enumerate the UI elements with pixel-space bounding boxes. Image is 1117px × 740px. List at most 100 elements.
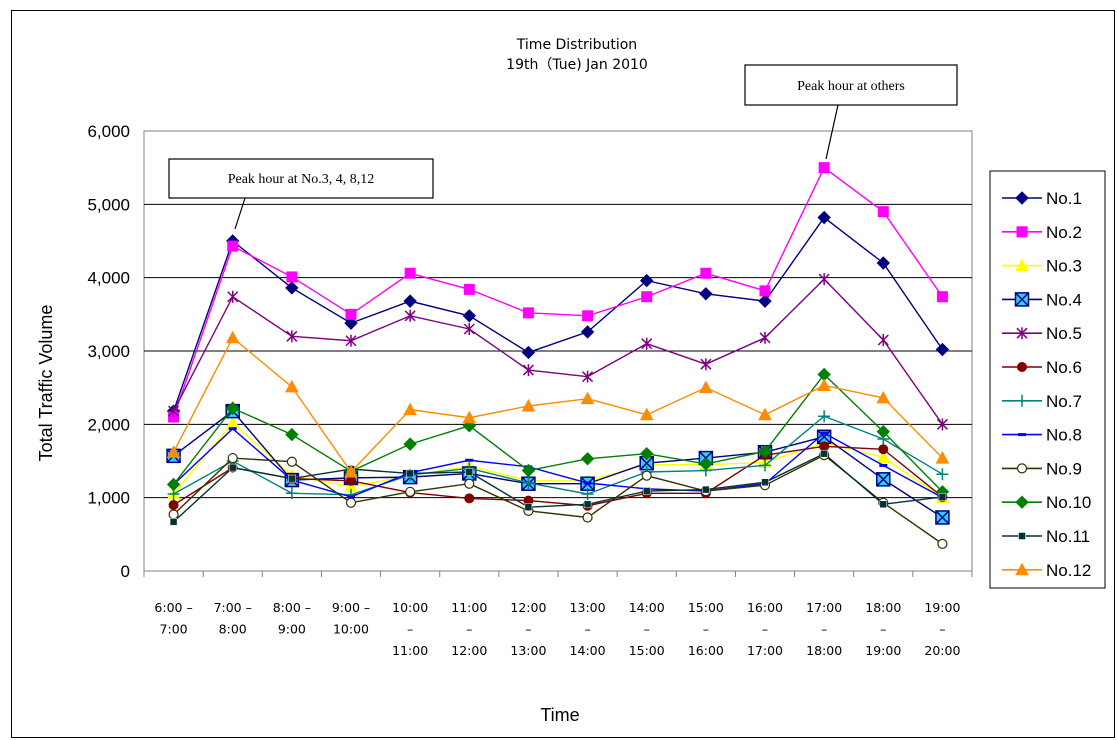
x-tick-label: 18:00 xyxy=(806,643,842,658)
x-tick-label: 7:00 – xyxy=(214,600,252,615)
data-point-marker xyxy=(820,449,828,458)
series-line xyxy=(173,427,943,499)
x-tick-label: – xyxy=(821,622,827,637)
x-tick-label: 18:00 xyxy=(865,600,901,615)
data-point-marker xyxy=(286,330,298,343)
x-axis-title: Time xyxy=(540,705,579,725)
x-tick-label: 11:00 xyxy=(392,643,428,658)
data-point-marker xyxy=(166,477,181,492)
data-point-marker xyxy=(404,267,416,279)
data-point-marker xyxy=(227,240,239,252)
data-point-marker xyxy=(225,330,240,344)
series-line xyxy=(173,373,943,493)
x-tick-label: 13:00 xyxy=(510,643,546,658)
data-point-marker xyxy=(879,463,888,467)
data-point-marker xyxy=(345,497,357,508)
data-point-marker xyxy=(936,468,949,481)
data-point-marker xyxy=(403,402,417,416)
x-tick-label: 12:00 xyxy=(510,600,546,615)
data-point-marker xyxy=(818,273,830,286)
data-point-marker xyxy=(580,391,595,405)
y-tick-label: 1,000 xyxy=(87,489,130,508)
data-point-marker xyxy=(583,500,592,509)
data-point-marker xyxy=(937,538,948,549)
legend-item: No.4 xyxy=(1002,290,1082,309)
series-line xyxy=(172,166,944,418)
data-point-marker xyxy=(227,452,238,464)
data-point-marker xyxy=(935,342,950,357)
x-tick-label: 19:00 xyxy=(924,600,960,615)
data-point-marker xyxy=(819,441,830,452)
legend-item: No.5 xyxy=(1002,324,1082,343)
annotation-peak-late-box xyxy=(744,64,958,106)
data-point-marker xyxy=(463,323,475,335)
data-point-marker xyxy=(641,337,653,350)
annotation-peak-early-text: Peak hour at No.3, 4, 8,12 xyxy=(228,172,375,187)
annotation-peak-early-box xyxy=(168,158,434,199)
annotation-peak-late: Peak hour at others xyxy=(744,64,958,160)
series-layer xyxy=(166,162,950,549)
legend-box xyxy=(989,170,1106,589)
data-point-marker xyxy=(817,378,831,391)
legend-item: No.10 xyxy=(1002,493,1091,512)
data-point-marker xyxy=(580,452,595,466)
y-tick-label: 4,000 xyxy=(87,269,130,288)
x-tick-label: – xyxy=(407,622,413,637)
x-tick-label: – xyxy=(466,622,472,637)
series-no12 xyxy=(166,330,950,478)
x-tick-label: 19:00 xyxy=(865,643,901,658)
legend-label: No.6 xyxy=(1046,358,1082,377)
data-point-marker xyxy=(344,316,358,330)
data-point-marker xyxy=(640,273,654,288)
data-point-marker xyxy=(521,398,536,412)
x-axis-ticks: 6:00 – 7:00 7:00 – 8:00 8:00 – 9:00 9:00 – 10:0… xyxy=(143,571,973,658)
x-tick-label: 8:00 xyxy=(219,622,247,637)
data-point-marker xyxy=(1016,394,1028,407)
y-tick-label: 6,000 xyxy=(87,122,130,141)
legend-label: No.12 xyxy=(1046,561,1091,580)
data-point-marker xyxy=(1016,327,1028,340)
gridlines xyxy=(144,203,972,499)
x-tick-label: 14:00 xyxy=(570,643,606,658)
legend-item: No.9 xyxy=(1002,459,1082,478)
x-tick-label: – xyxy=(939,622,945,637)
legend-label: No.7 xyxy=(1046,392,1082,411)
data-point-marker xyxy=(285,487,298,500)
y-tick-label: 0 xyxy=(121,562,130,581)
data-point-marker xyxy=(1018,433,1026,437)
data-point-marker xyxy=(228,463,237,472)
data-point-marker xyxy=(465,458,474,462)
x-tick-label: 15:00 xyxy=(629,643,665,658)
data-point-marker xyxy=(936,418,948,431)
data-point-marker xyxy=(166,445,181,458)
y-axis-ticks: 0 1,000 2,000 3,000 4,000 5,000 6,000 xyxy=(87,122,130,581)
data-point-marker xyxy=(758,444,772,459)
x-tick-label: – xyxy=(880,622,886,637)
data-point-marker xyxy=(1015,562,1029,576)
legend-label: No.8 xyxy=(1046,426,1082,445)
legend-label: No.9 xyxy=(1046,459,1082,478)
data-point-marker xyxy=(168,405,180,418)
data-point-marker xyxy=(228,427,237,431)
data-point-marker xyxy=(699,380,713,394)
series-no5 xyxy=(168,273,948,431)
data-point-marker xyxy=(522,364,534,377)
legend-item: No.11 xyxy=(1002,527,1090,546)
data-point-marker xyxy=(700,267,712,279)
data-point-marker xyxy=(285,281,299,295)
series-line xyxy=(173,445,943,507)
data-point-marker xyxy=(462,309,476,323)
legend-item: No.1 xyxy=(1002,189,1082,208)
data-point-marker xyxy=(406,469,414,478)
data-point-marker xyxy=(818,162,830,174)
data-point-marker xyxy=(524,503,533,511)
legend-item: No.2 xyxy=(1002,223,1082,242)
x-tick-label: 7:00 xyxy=(160,622,188,637)
chart-title-line-1: Time Distribution xyxy=(516,37,637,53)
x-tick-label: – xyxy=(644,622,650,637)
legend-item: No.6 xyxy=(1002,358,1082,377)
x-tick-label: 6:00 – xyxy=(154,600,192,615)
data-point-marker xyxy=(227,290,239,303)
annotation-peak-early-pointer xyxy=(234,197,246,230)
data-point-marker xyxy=(288,474,296,483)
